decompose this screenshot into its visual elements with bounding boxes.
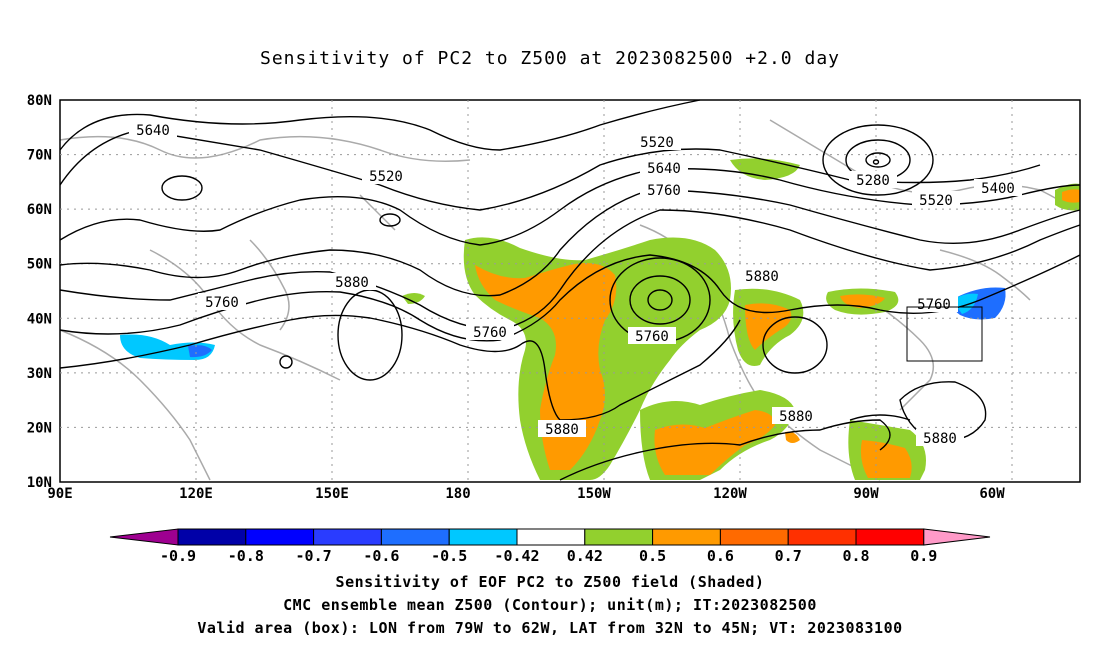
colorbar-label: 0.42 (567, 547, 603, 565)
contour-label: 5880 (772, 407, 820, 425)
svg-text:5760: 5760 (473, 325, 507, 341)
shaded-region-north-atlantic-core (1062, 189, 1080, 203)
contour-label: 5520 (912, 191, 960, 209)
lon-label: 90W (853, 486, 879, 502)
contour-label: 5760 (198, 293, 246, 311)
footer-line-3: Valid area (box): LON from 79W to 62W, L… (197, 619, 903, 637)
colorbar-segment (719, 528, 789, 546)
colorbar-label: -0.6 (363, 547, 399, 565)
colorbar-segment (448, 528, 518, 546)
contour-label: 5760 (466, 323, 514, 341)
colorbar-segment (177, 528, 247, 546)
svg-text:5880: 5880 (923, 431, 957, 447)
colorbar-label: 0.6 (707, 547, 734, 565)
contour-label: 5880 (738, 267, 786, 285)
lon-label: 120E (179, 486, 213, 502)
shaded-region-small-2 (785, 431, 800, 443)
colorbar-segment (380, 528, 450, 546)
colorbar-segment (313, 528, 382, 546)
map-frame (59, 99, 1081, 483)
contour-label: 5760 (910, 295, 958, 313)
lat-label: 40N (27, 311, 52, 327)
svg-text:5280: 5280 (856, 173, 890, 189)
colorbar-right-arrow (923, 528, 991, 546)
lat-axis-labels: 80N 70N 60N 50N 40N 30N 20N 10N (27, 93, 52, 491)
colorbar-segment (516, 528, 586, 546)
graticule (60, 100, 1080, 482)
shaded-region-small-1 (402, 293, 425, 304)
svg-text:5520: 5520 (919, 193, 953, 209)
shaded-region-gulf-core (840, 294, 885, 308)
colorbar-tick-labels: -0.9 -0.8 -0.7 -0.6 -0.5 -0.42 0.42 0.5 … (160, 547, 937, 565)
shaded-region-east-pacific-core (654, 410, 775, 475)
colorbar-segment (855, 528, 925, 546)
colorbar: -0.9 -0.8 -0.7 -0.6 -0.5 -0.42 0.42 0.5 … (109, 528, 991, 565)
svg-text:5760: 5760 (635, 329, 669, 345)
lat-label: 50N (27, 257, 52, 273)
colorbar-label: -0.8 (228, 547, 264, 565)
colorbar-segment (787, 528, 857, 546)
contour-label: 5760 (628, 327, 676, 345)
colorbar-label: 0.7 (775, 547, 802, 565)
lon-label: 150E (315, 486, 349, 502)
colorbar-segment (652, 528, 721, 546)
colorbar-label: -0.5 (431, 547, 467, 565)
contour-label: 5280 (849, 171, 897, 189)
lat-label: 30N (27, 366, 52, 382)
shaded-region-caribbean-core (860, 440, 912, 478)
contour-label: 5640 (640, 159, 688, 177)
svg-text:5760: 5760 (205, 295, 239, 311)
colorbar-segment (245, 528, 315, 546)
shaded-region-asia-negative-core (188, 345, 212, 358)
lon-label: 60W (979, 486, 1005, 502)
contour-label: 5400 (974, 179, 1022, 197)
contour-label-group: 5640 5520 5520 5640 5760 5280 5400 5520 … (129, 121, 1022, 447)
lon-label: 150W (577, 486, 611, 502)
lon-label: 180 (445, 486, 470, 502)
svg-text:5880: 5880 (745, 269, 779, 285)
svg-text:5760: 5760 (917, 297, 951, 313)
lon-label: 90E (47, 486, 72, 502)
svg-text:5760: 5760 (647, 183, 681, 199)
footer-line-1: Sensitivity of EOF PC2 to Z500 field (Sh… (335, 573, 765, 591)
svg-text:5640: 5640 (136, 123, 170, 139)
contour-label: 5880 (328, 273, 376, 291)
svg-text:5520: 5520 (369, 169, 403, 185)
lat-label: 10N (27, 475, 52, 491)
svg-text:5400: 5400 (981, 181, 1015, 197)
contour-label: 5640 (129, 121, 177, 139)
valid-area-box (906, 306, 983, 362)
shaded-region-mexico-core (745, 303, 792, 350)
contour-label: 5520 (633, 133, 681, 151)
colorbar-label: -0.42 (494, 547, 539, 565)
colorbar-segment (584, 528, 654, 546)
shaded-region-atlantic-negative-edge (952, 293, 978, 314)
colorbar-left-arrow (109, 528, 179, 546)
lon-axis-labels: 90E 120E 150E 180 150W 120W 90W 60W (47, 486, 1005, 502)
map-title: Sensitivity of PC2 to Z500 at 2023082500… (259, 48, 840, 69)
lat-label: 70N (27, 148, 52, 164)
svg-text:5880: 5880 (545, 422, 579, 438)
lat-label: 20N (27, 420, 52, 436)
colorbar-label: 0.8 (842, 547, 869, 565)
contour-label: 5880 (916, 429, 964, 447)
footer-line-2: CMC ensemble mean Z500 (Contour); unit(m… (283, 596, 817, 614)
colorbar-label: 0.5 (639, 547, 666, 565)
lat-label: 80N (27, 93, 52, 109)
lon-label: 120W (713, 486, 747, 502)
svg-text:5520: 5520 (640, 135, 674, 151)
colorbar-label: -0.9 (160, 547, 196, 565)
colorbar-label: -0.7 (296, 547, 332, 565)
contour-label: 5520 (362, 167, 410, 185)
contour-label: 5880 (538, 420, 586, 438)
svg-text:5880: 5880 (779, 409, 813, 425)
lat-label: 60N (27, 202, 52, 218)
svg-text:5880: 5880 (335, 275, 369, 291)
coastlines (59, 119, 1076, 481)
colorbar-label: 0.9 (910, 547, 937, 565)
contour-label: 5760 (640, 181, 688, 199)
svg-text:5640: 5640 (647, 161, 681, 177)
